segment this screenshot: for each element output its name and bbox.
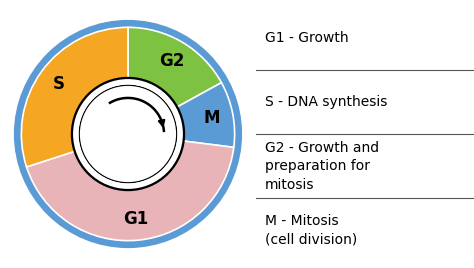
Wedge shape: [128, 27, 221, 107]
Circle shape: [73, 79, 183, 189]
Text: G2 - Growth and
preparation for
mitosis: G2 - Growth and preparation for mitosis: [264, 141, 379, 192]
Text: M - Mitosis
(cell division): M - Mitosis (cell division): [264, 214, 357, 247]
Wedge shape: [21, 27, 128, 167]
Text: G2: G2: [159, 51, 184, 70]
Text: M: M: [203, 109, 220, 127]
Wedge shape: [27, 141, 234, 241]
Text: S: S: [53, 75, 65, 93]
Circle shape: [14, 20, 242, 248]
Text: G1: G1: [123, 210, 149, 228]
Text: S - DNA synthesis: S - DNA synthesis: [264, 95, 387, 109]
Text: G1 - Growth: G1 - Growth: [264, 31, 348, 44]
Wedge shape: [177, 83, 235, 147]
